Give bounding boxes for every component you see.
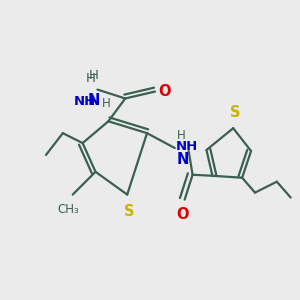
Text: CH₃: CH₃ [57, 202, 79, 215]
Text: H: H [101, 98, 110, 110]
Text: NH: NH [73, 94, 95, 107]
Text: H: H [85, 72, 95, 85]
Text: NH: NH [176, 140, 198, 152]
Text: S: S [124, 205, 134, 220]
Text: N: N [177, 152, 189, 167]
Text: O: O [158, 84, 170, 99]
Text: S: S [230, 105, 241, 120]
Text: H: H [177, 129, 185, 142]
Text: N: N [87, 92, 100, 107]
Text: O: O [176, 208, 189, 223]
Text: H: H [88, 69, 98, 82]
